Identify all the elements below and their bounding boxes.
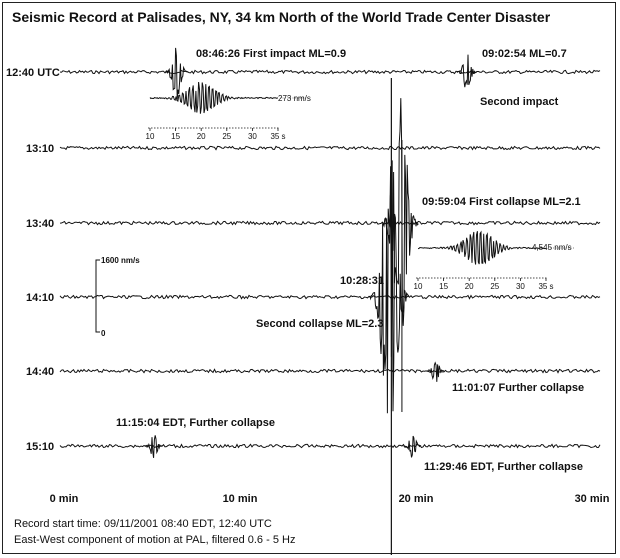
- event-label-further-collapse-3: 11:29:46 EDT, Further collapse: [424, 461, 583, 473]
- event-spike-8: [403, 435, 422, 458]
- event-label-second-impact-time: 09:02:54 ML=0.7: [482, 48, 567, 60]
- event-label-second-collapse-time: 10:28:31: [340, 275, 384, 287]
- inset1-waveform: [417, 230, 546, 265]
- inset1-tick-label-1: 15: [439, 282, 448, 291]
- note-component: East-West component of motion at PAL, fi…: [14, 534, 295, 546]
- inset-first-collapse: 10 15 20 25 30 35 s: [414, 230, 574, 291]
- inset0-tick-label-5: 35 s: [270, 132, 285, 141]
- inset-1-amplitude-label: 4,545 nm/s: [532, 243, 572, 252]
- event-label-further-collapse-1: 11:01:07 Further collapse: [452, 382, 584, 394]
- chart-frame: [2, 2, 616, 554]
- event-spike-5: [369, 160, 410, 414]
- inset0-tick-label-2: 20: [197, 132, 206, 141]
- inset0-tick-label-4: 30: [248, 132, 257, 141]
- note-record-start: Record start time: 09/11/2001 08:40 EDT,…: [14, 518, 272, 530]
- x-tick-label-0: 0 min: [50, 493, 79, 505]
- trace-label-0: 12:40 UTC: [6, 67, 60, 79]
- event-label-first-impact: 08:46:26 First impact ML=0.9: [196, 48, 346, 60]
- trace-label-3: 14:10: [26, 292, 54, 304]
- inset1-tick-label-3: 25: [490, 282, 499, 291]
- inset0-tick-label-0: 10: [146, 132, 155, 141]
- trace-label-2: 13:40: [26, 218, 54, 230]
- event-label-further-collapse-2: 11:15:04 EDT, Further collapse: [116, 417, 275, 429]
- inset0-waveform: [149, 81, 279, 114]
- chart-title: Seismic Record at Palisades, NY, 34 km N…: [12, 9, 551, 25]
- x-tick-label-30: 30 min: [575, 493, 610, 505]
- seismic-trace-1: [59, 145, 601, 151]
- inset1-tick-label-4: 30: [516, 282, 525, 291]
- inset-0-amplitude-label: 273 nm/s: [278, 94, 311, 103]
- event-label-second-impact: Second impact: [480, 96, 559, 108]
- event-spike-group: [144, 47, 477, 555]
- inset1-tick-label-2: 20: [465, 282, 474, 291]
- event-spike-6: [426, 361, 445, 382]
- event-spike-0: [165, 47, 188, 100]
- inset1-tick-label-0: 10: [414, 282, 423, 291]
- trace-group: [59, 69, 601, 449]
- trace-label-4: 14:40: [26, 366, 54, 378]
- seismic-trace-5: [59, 443, 601, 449]
- inset-first-impact: 10 15 20 25 30 35 s: [146, 81, 306, 141]
- x-tick-label-20: 20 min: [399, 493, 434, 505]
- x-tick-label-10: 10 min: [223, 493, 258, 505]
- inset0-tick-label-1: 15: [171, 132, 180, 141]
- scale-bar-bottom-label: 0: [101, 329, 106, 338]
- seismic-trace-0: [59, 69, 601, 75]
- trace-label-1: 13:10: [26, 143, 54, 155]
- seismic-trace-4: [59, 368, 601, 374]
- seismic-trace-3: [59, 294, 601, 300]
- event-spike-7: [144, 435, 163, 458]
- scale-bar: [95, 259, 100, 333]
- inset0-tick-label-3: 25: [222, 132, 231, 141]
- event-label-second-collapse: Second collapse ML=2.3: [256, 318, 383, 330]
- inset1-tick-label-5: 35 s: [538, 282, 553, 291]
- scale-bar-top-label: 1600 nm/s: [101, 256, 140, 265]
- trace-label-5: 15:10: [26, 441, 54, 453]
- seismic-trace-2: [59, 220, 601, 226]
- event-spike-1: [456, 54, 477, 88]
- event-label-first-collapse: 09:59:04 First collapse ML=2.1: [422, 196, 581, 208]
